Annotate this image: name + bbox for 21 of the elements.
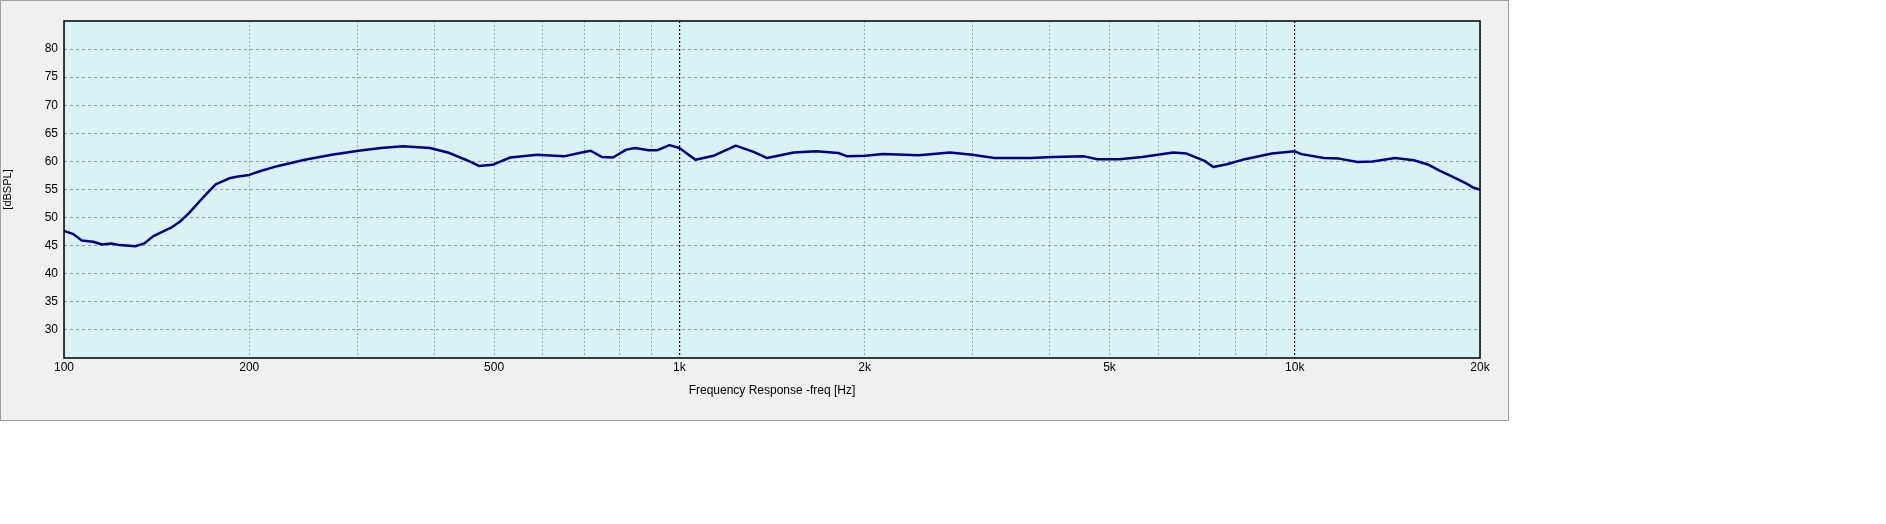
y-axis-title: [dBSPL] xyxy=(0,169,13,210)
x-tick-label: 100 xyxy=(53,359,75,374)
y-tick-label: 55 xyxy=(44,181,59,196)
y-tick-label: 45 xyxy=(44,237,59,252)
y-tick-label: 80 xyxy=(44,41,59,56)
x-tick-label: 2k xyxy=(858,359,872,374)
x-tick-label: 20k xyxy=(1470,359,1491,374)
x-tick-label: 1k xyxy=(673,359,687,374)
x-tick-label: 200 xyxy=(239,359,260,374)
y-tick-label: 75 xyxy=(44,69,59,84)
x-tick-label: 10k xyxy=(1285,359,1306,374)
y-tick-label: 30 xyxy=(44,322,59,337)
x-tick-label: 500 xyxy=(484,359,505,374)
x-tick-label: 5k xyxy=(1103,359,1117,374)
y-tick-label: 50 xyxy=(44,209,59,224)
y-tick-label: 70 xyxy=(44,97,59,112)
x-axis-title: Frequency Response -freq [Hz] xyxy=(688,383,856,398)
y-tick-label: 65 xyxy=(44,125,59,140)
y-tick-label: 40 xyxy=(44,266,59,281)
y-tick-label: 60 xyxy=(44,153,59,168)
y-tick-label: 35 xyxy=(44,294,59,309)
